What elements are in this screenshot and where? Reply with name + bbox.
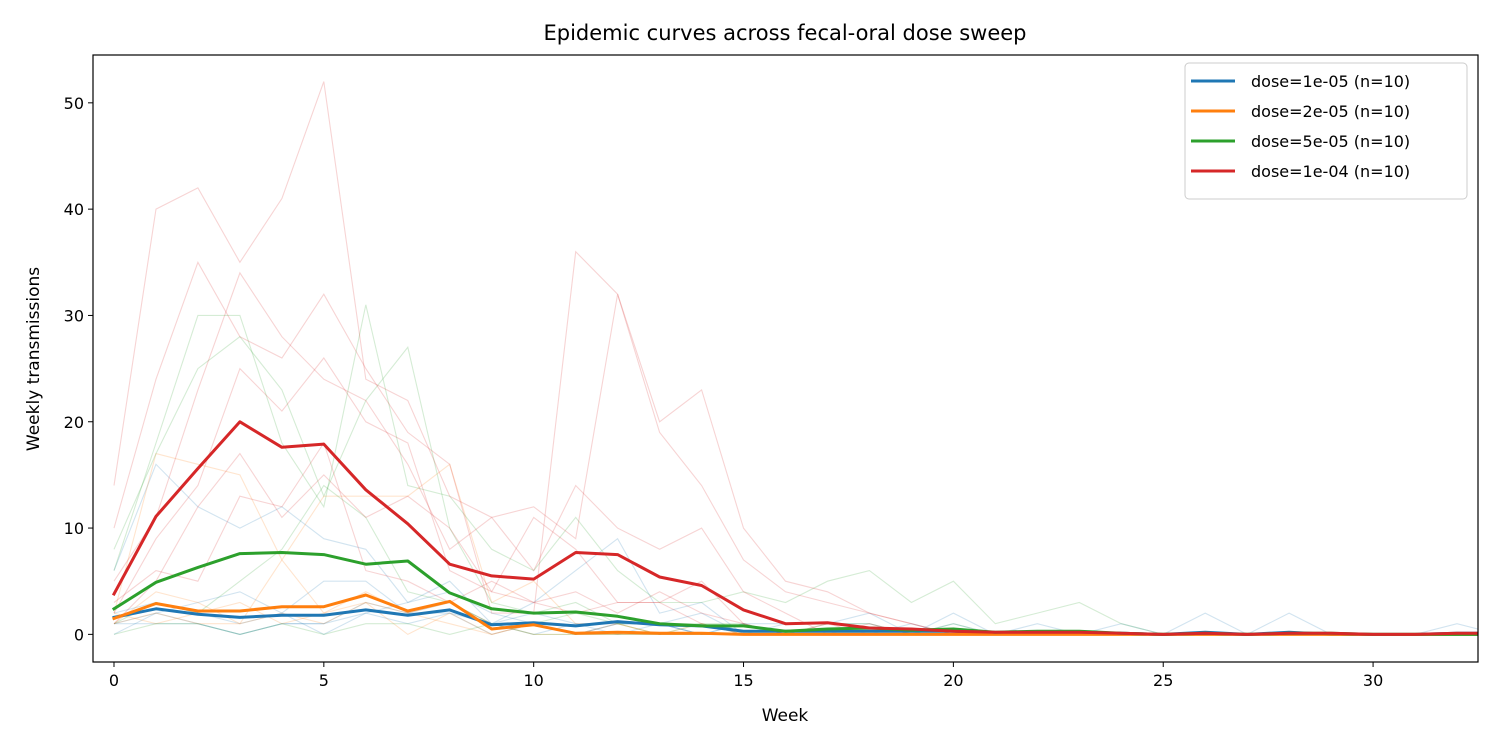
legend-label-1: dose=2e-05 (n=10) [1251, 102, 1410, 121]
x-axis-label: Week [762, 706, 809, 726]
x-tick-label: 30 [1363, 671, 1383, 690]
legend-box [1184, 62, 1468, 200]
chart-title: Epidemic curves across fecal-oral dose s… [543, 21, 1026, 45]
x-tick-label: 0 [109, 671, 119, 690]
y-tick-label: 0 [74, 625, 84, 644]
plot-area [111, 81, 1478, 636]
y-tick-label: 40 [64, 200, 84, 219]
legend: dose=1e-05 (n=10) dose=2e-05 (n=10) dose=5… [1184, 62, 1468, 200]
legend-label-0: dose=1e-05 (n=10) [1251, 72, 1410, 91]
x-tick-label: 20 [943, 671, 963, 690]
axes-frame [92, 54, 1479, 663]
legend-label-2: dose=5e-05 (n=10) [1251, 132, 1410, 151]
x-tick-label: 25 [1153, 671, 1173, 690]
y-axis-label: Weekly transmissions [24, 267, 44, 451]
y-axis: 0 10 20 30 40 50 [64, 94, 93, 644]
y-tick-label: 50 [64, 94, 84, 113]
x-tick-label: 15 [733, 671, 753, 690]
y-tick-label: 20 [64, 413, 84, 432]
y-tick-label: 10 [64, 519, 84, 538]
legend-label-3: dose=1e-04 (n=10) [1251, 162, 1410, 181]
x-tick-label: 10 [524, 671, 544, 690]
x-axis: 0 5 10 15 20 25 30 [109, 662, 1383, 690]
mean-line-series-3 [111, 420, 1478, 636]
x-tick-label: 5 [319, 671, 329, 690]
mean-lines [111, 420, 1478, 636]
y-tick-label: 30 [64, 306, 84, 325]
